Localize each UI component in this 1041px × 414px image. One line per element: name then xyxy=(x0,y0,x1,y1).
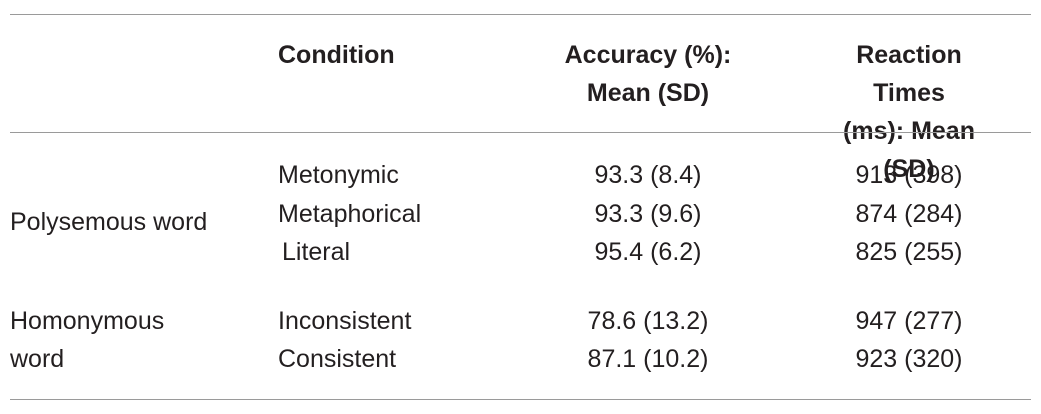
row-condition: Consistent xyxy=(278,340,396,378)
row-accuracy: 93.3 (8.4) xyxy=(594,156,701,194)
row-reaction-time: 825 (255) xyxy=(855,233,962,271)
header-reaction-line-1: Reaction Times xyxy=(843,36,975,112)
row-reaction-time: 947 (277) xyxy=(855,302,962,340)
row-condition: Inconsistent xyxy=(278,302,411,340)
group-label-homonymous-line-2: word xyxy=(10,340,164,378)
header-accuracy-line-2: Mean (SD) xyxy=(565,74,732,112)
header-accuracy-line-1: Accuracy (%): xyxy=(565,36,732,74)
row-condition: Metonymic xyxy=(278,156,399,194)
row-accuracy: 78.6 (13.2) xyxy=(588,302,709,340)
group-label-homonymous: Homonymous word xyxy=(10,302,164,378)
row-reaction-time: 913 (398) xyxy=(855,156,962,194)
group-label-polysemous: Polysemous word xyxy=(10,203,207,241)
row-accuracy: 95.4 (6.2) xyxy=(594,233,701,271)
row-accuracy: 93.3 (9.6) xyxy=(594,195,701,233)
header-accuracy: Accuracy (%): Mean (SD) xyxy=(565,36,732,112)
row-accuracy: 87.1 (10.2) xyxy=(588,340,709,378)
table-header-rule xyxy=(10,132,1031,133)
row-condition: Literal xyxy=(282,233,350,271)
group-label-homonymous-line-1: Homonymous xyxy=(10,302,164,340)
row-reaction-time: 874 (284) xyxy=(855,195,962,233)
row-condition: Metaphorical xyxy=(278,195,421,233)
table-top-rule xyxy=(10,14,1031,15)
header-condition: Condition xyxy=(278,36,395,74)
row-reaction-time: 923 (320) xyxy=(855,340,962,378)
table-bottom-rule xyxy=(10,399,1031,400)
